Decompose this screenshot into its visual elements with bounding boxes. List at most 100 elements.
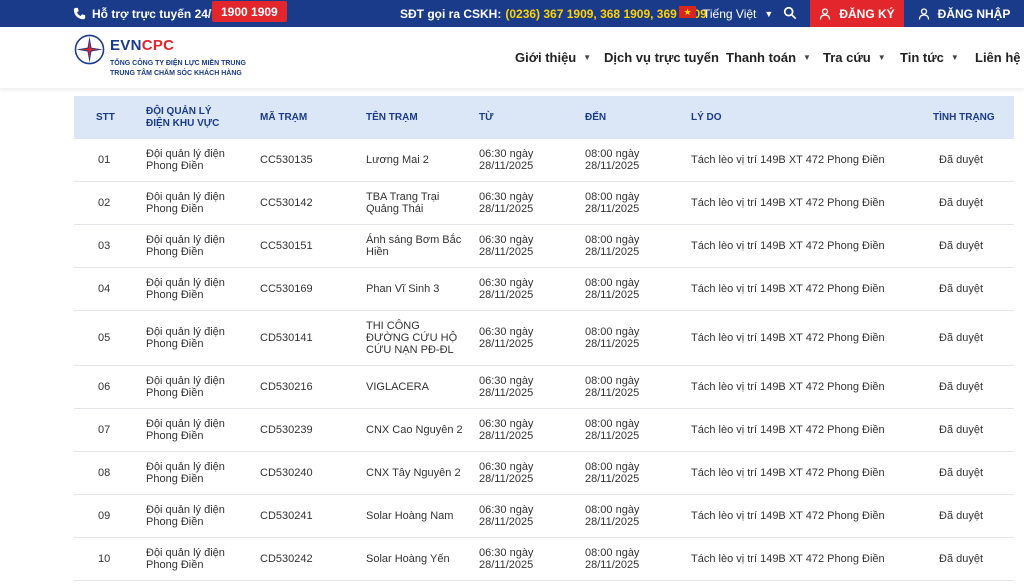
- cell-ma-tram: CC530135: [260, 154, 313, 166]
- cell-tu: 06:30 ngày 28/11/2025: [479, 148, 534, 172]
- cell-ma-tram: CD530240: [260, 467, 313, 479]
- hotline-number-button[interactable]: 1900 1909: [212, 1, 287, 22]
- nav-label: Tra cứu: [823, 50, 871, 65]
- cell-den: 08:00 ngày 28/11/2025: [585, 191, 640, 215]
- evn-logo-icon[interactable]: [74, 34, 105, 65]
- top-bar: Hỗ trợ trực tuyến 24/7: 1900 1909 SĐT gọ…: [0, 0, 1024, 27]
- table-row: 09 Đội quản lý điện Phong Điền CD530241 Sol…: [74, 495, 1014, 538]
- cell-doi: Đội quản lý điện Phong Điền: [146, 375, 225, 399]
- site-header: EVNCPC TỔNG CÔNG TY ĐIỆN LỰC MIỀN TRUNG …: [0, 27, 1024, 88]
- logo-subtitle-1: TỔNG CÔNG TY ĐIỆN LỰC MIỀN TRUNG: [110, 60, 246, 67]
- nav-label: Liên hệ: [975, 50, 1021, 65]
- cell-stt: 04: [98, 283, 111, 295]
- cell-tinh-trang: Đã duyệt: [939, 553, 984, 565]
- nav-label: Tin tức: [900, 50, 944, 65]
- cell-tu: 06:30 ngày 28/11/2025: [479, 418, 534, 442]
- cell-doi: Đội quản lý điện Phong Điền: [146, 234, 225, 258]
- cell-stt: 02: [98, 197, 111, 209]
- cell-ma-tram: CC530169: [260, 283, 313, 295]
- table-row: 01 Đội quản lý điện Phong Điền CC530135 Lươ…: [74, 139, 1014, 182]
- table-row: 07 Đội quản lý điện Phong Điền CD530239 CNX…: [74, 409, 1014, 452]
- cell-tinh-trang: Đã duyệt: [939, 197, 984, 209]
- cell-ten-tram: CNX Tây Nguyên 2: [366, 467, 461, 479]
- register-button[interactable]: ĐĂNG KÝ: [810, 0, 904, 27]
- nav-item-lien-he[interactable]: Liên hệ: [975, 27, 1021, 88]
- login-label: ĐĂNG NHẬP: [937, 6, 1011, 21]
- nav-item-thanh-toan[interactable]: Thanh toán ▼: [726, 27, 811, 88]
- cell-ten-tram: Phan Vĩ Sinh 3: [366, 283, 440, 295]
- chevron-down-icon: ▼: [877, 53, 886, 62]
- cell-ly-do: Tách lèo vị trí 149B XT 472 Phong Điền: [691, 424, 885, 436]
- cell-ly-do: Tách lèo vị trí 149B XT 472 Phong Điền: [691, 154, 885, 166]
- cell-stt: 07: [98, 424, 111, 436]
- cell-ten-tram: VIGLACERA: [366, 381, 429, 393]
- cell-stt: 03: [98, 240, 111, 252]
- cell-ma-tram: CD530241: [260, 510, 313, 522]
- cell-ma-tram: CD530141: [260, 332, 313, 344]
- cell-den: 08:00 ngày 28/11/2025: [585, 326, 640, 350]
- language-selector[interactable]: Tiếng Việt ▼: [703, 0, 773, 27]
- cell-ma-tram: CD530242: [260, 553, 313, 565]
- nav-item-tra-cuu[interactable]: Tra cứu ▼: [823, 27, 886, 88]
- table-row: 03 Đội quản lý điện Phong Điền CC530151 Ánh…: [74, 225, 1014, 268]
- cell-den: 08:00 ngày 28/11/2025: [585, 234, 640, 258]
- search-icon[interactable]: [783, 6, 797, 20]
- nav-item-dich-vu[interactable]: Dịch vụ trực tuyến: [604, 27, 719, 88]
- cell-tinh-trang: Đã duyệt: [939, 240, 984, 252]
- chevron-down-icon: ▼: [950, 53, 959, 62]
- cell-stt: 06: [98, 381, 111, 393]
- cell-den: 08:00 ngày 28/11/2025: [585, 547, 640, 571]
- column-header-ten-tram: TÊN TRẠM: [366, 111, 418, 123]
- cell-ma-tram: CD530216: [260, 381, 313, 393]
- chevron-down-icon: ▼: [803, 53, 811, 62]
- cell-tu: 06:30 ngày 28/11/2025: [479, 277, 534, 301]
- cell-ten-tram: Solar Hoàng Yến: [366, 553, 450, 565]
- nav-item-tin-tuc[interactable]: Tin tức ▼: [900, 27, 959, 88]
- cell-ma-tram: CC530142: [260, 197, 313, 209]
- table-row: 05 Đội quản lý điện Phong Điền CD530141 THI…: [74, 311, 1014, 366]
- language-label: Tiếng Việt: [703, 6, 757, 21]
- nav-item-gioi-thieu[interactable]: Giới thiệu ▼: [515, 27, 591, 88]
- column-header-tinh-trang: TÌNH TRẠNG: [933, 111, 995, 123]
- login-button[interactable]: ĐĂNG NHẬP: [904, 0, 1024, 27]
- cell-tinh-trang: Đã duyệt: [939, 467, 984, 479]
- table-row: 02 Đội quản lý điện Phong Điền CC530142 TBA…: [74, 182, 1014, 225]
- cell-den: 08:00 ngày 28/11/2025: [585, 375, 640, 399]
- cell-doi: Đội quản lý điện Phong Điền: [146, 547, 225, 571]
- cell-tu: 06:30 ngày 28/11/2025: [479, 461, 534, 485]
- cell-ma-tram: CD530239: [260, 424, 313, 436]
- cell-ten-tram: Ánh sáng Bơm Bắc Hiền: [366, 234, 462, 258]
- cell-den: 08:00 ngày 28/11/2025: [585, 461, 640, 485]
- cell-tu: 06:30 ngày 28/11/2025: [479, 234, 534, 258]
- cell-ten-tram: Solar Hoàng Nam: [366, 510, 454, 522]
- logo-wordmark[interactable]: EVNCPC: [110, 37, 174, 54]
- table-header: STT ĐỘI QUẢN LÝ ĐIỆN KHU VỰC MÃ TRẠM TÊN…: [74, 96, 1014, 139]
- register-label: ĐĂNG KÝ: [839, 6, 895, 21]
- cell-ly-do: Tách lèo vị trí 149B XT 472 Phong Điền: [691, 510, 885, 522]
- cell-den: 08:00 ngày 28/11/2025: [585, 148, 640, 172]
- nav-label: Thanh toán: [726, 50, 797, 65]
- cell-den: 08:00 ngày 28/11/2025: [585, 418, 640, 442]
- column-header-ly-do: LÝ DO: [691, 111, 722, 123]
- cskh-numbers[interactable]: (0236) 367 1909, 368 1909, 369 1909: [505, 6, 707, 21]
- cell-stt: 10: [98, 553, 111, 565]
- cell-stt: 01: [98, 154, 111, 166]
- cell-doi: Đội quản lý điện Phong Điền: [146, 277, 225, 301]
- table-row: 06 Đội quản lý điện Phong Điền CD530216 VIG…: [74, 366, 1014, 409]
- cell-tinh-trang: Đã duyệt: [939, 332, 984, 344]
- cell-ly-do: Tách lèo vị trí 149B XT 472 Phong Điền: [691, 467, 885, 479]
- user-icon: [820, 7, 831, 20]
- cell-tinh-trang: Đã duyệt: [939, 283, 984, 295]
- chevron-down-icon: ▼: [583, 53, 592, 62]
- table-row: 04 Đội quản lý điện Phong Điền CC530169 Pha…: [74, 268, 1014, 311]
- cell-stt: 08: [98, 467, 111, 479]
- cell-ly-do: Tách lèo vị trí 149B XT 472 Phong Điền: [691, 197, 885, 209]
- cell-doi: Đội quản lý điện Phong Điền: [146, 504, 225, 528]
- cell-tu: 06:30 ngày 28/11/2025: [479, 504, 534, 528]
- column-header-ma-tram: MÃ TRẠM: [260, 111, 308, 123]
- cell-doi: Đội quản lý điện Phong Điền: [146, 326, 225, 350]
- cell-tinh-trang: Đã duyệt: [939, 154, 984, 166]
- cell-tu: 06:30 ngày 28/11/2025: [479, 191, 534, 215]
- cell-tu: 06:30 ngày 28/11/2025: [479, 547, 534, 571]
- nav-label: Dịch vụ trực tuyến: [604, 50, 719, 65]
